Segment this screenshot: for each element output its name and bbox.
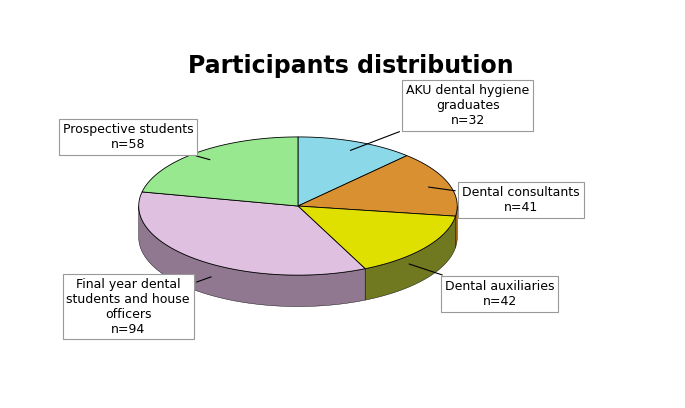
- Polygon shape: [456, 206, 457, 248]
- Polygon shape: [298, 155, 457, 216]
- Polygon shape: [298, 137, 407, 206]
- Polygon shape: [139, 192, 365, 275]
- Text: AKU dental hygiene
graduates
n=32: AKU dental hygiene graduates n=32: [350, 84, 530, 151]
- Polygon shape: [365, 216, 456, 300]
- Text: Final year dental
students and house
officers
n=94: Final year dental students and house off…: [66, 277, 211, 335]
- Text: Prospective students
n=58: Prospective students n=58: [63, 123, 210, 160]
- Polygon shape: [139, 206, 365, 306]
- Polygon shape: [142, 137, 298, 206]
- Text: Dental consultants
n=41: Dental consultants n=41: [429, 186, 580, 214]
- Polygon shape: [298, 206, 456, 269]
- Text: Dental auxiliaries
n=42: Dental auxiliaries n=42: [409, 264, 554, 308]
- Text: Participants distribution: Participants distribution: [188, 54, 514, 78]
